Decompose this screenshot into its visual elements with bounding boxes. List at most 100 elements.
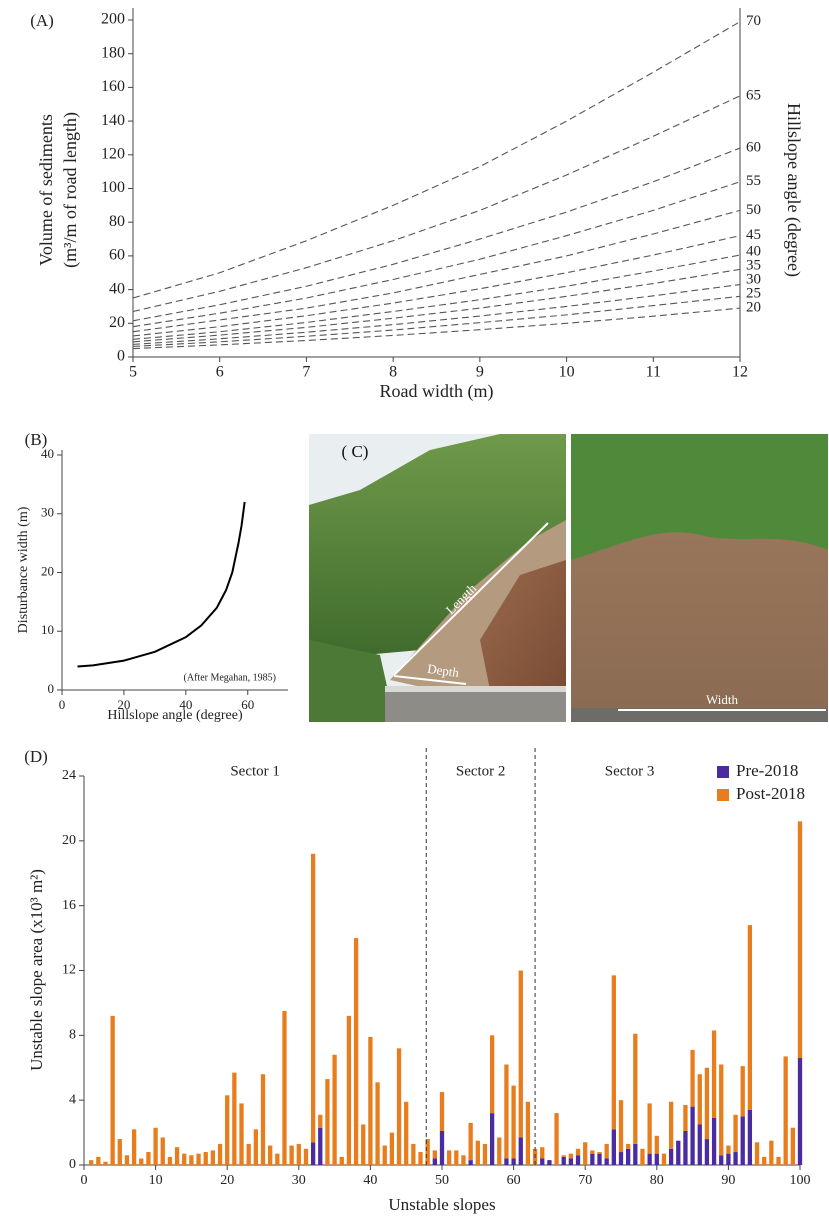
bar-segment xyxy=(647,1103,652,1154)
bar-segment xyxy=(189,1155,194,1165)
y-tick-label: 20 xyxy=(62,833,76,848)
series-label: 60 xyxy=(746,139,761,155)
bar-segment xyxy=(554,1113,559,1165)
y-tick-label: 60 xyxy=(109,247,125,264)
bar-segment xyxy=(547,1160,552,1165)
y-tick-label: 140 xyxy=(101,112,125,129)
bar-segment xyxy=(690,1106,695,1165)
y-axis-label: Disturbance width (m) xyxy=(16,506,31,633)
bar-segment xyxy=(439,1092,445,1131)
bar-segment xyxy=(647,1153,652,1165)
series-label: 40 xyxy=(746,244,761,260)
bar-segment xyxy=(361,1124,366,1165)
bar-segment xyxy=(153,1127,158,1165)
bar-segment xyxy=(339,1156,344,1165)
bar-segment xyxy=(568,1158,574,1165)
legend-swatch xyxy=(717,789,729,801)
bar-segment xyxy=(318,1127,323,1165)
bar-segment xyxy=(203,1152,208,1165)
bar-segment xyxy=(139,1158,144,1165)
legend-swatch xyxy=(717,766,729,778)
x-tick-label: 60 xyxy=(241,697,254,712)
curve xyxy=(132,268,741,343)
bar-segment xyxy=(468,1160,473,1165)
bar-segment xyxy=(110,1015,115,1165)
series-label: 25 xyxy=(746,286,761,302)
bar-segment xyxy=(518,1137,523,1165)
bar-segment xyxy=(289,1145,294,1165)
bar-segment xyxy=(325,1079,330,1165)
bar-segment xyxy=(346,1015,352,1165)
bar-segment xyxy=(425,1139,430,1165)
bar-segment xyxy=(604,1143,609,1159)
panel-label: (D) xyxy=(24,747,48,766)
curve xyxy=(132,21,741,299)
x-axis-label: Road width (m) xyxy=(380,381,494,402)
depth-label: Depth xyxy=(426,661,460,680)
bar-segment xyxy=(590,1150,595,1154)
bar-segment xyxy=(167,1156,173,1165)
y-tick-label: 120 xyxy=(101,145,125,162)
bar-segment xyxy=(310,853,316,1143)
bar-segment xyxy=(568,1153,574,1159)
bar-segment xyxy=(561,1156,566,1165)
y-tick-label: 0 xyxy=(48,681,55,696)
x-tick-label: 0 xyxy=(59,697,66,712)
width-label: Width xyxy=(706,692,738,707)
bar-segment xyxy=(468,1122,473,1161)
y-tick-label: 8 xyxy=(69,1028,76,1043)
bar-segment xyxy=(797,1058,803,1165)
series-label: 65 xyxy=(746,87,761,103)
bar-segment xyxy=(239,1103,244,1165)
bar-segment xyxy=(303,1148,309,1165)
bar-segment xyxy=(375,1082,380,1165)
bar-segment xyxy=(783,1056,788,1165)
bar-segment xyxy=(611,1129,616,1165)
x-tick-label: 90 xyxy=(721,1173,735,1188)
bar-segment xyxy=(482,1143,488,1165)
x-tick-label: 12 xyxy=(732,364,748,381)
bar-segment xyxy=(540,1158,545,1165)
bar-segment xyxy=(318,1114,323,1128)
bar-segment xyxy=(368,1036,373,1165)
panel-label: (A) xyxy=(30,11,54,30)
bar-segment xyxy=(711,1030,717,1118)
y-tick-label: 40 xyxy=(109,280,125,297)
x-tick-label: 0 xyxy=(81,1173,88,1188)
bar-segment xyxy=(260,1074,266,1165)
bar-segment xyxy=(268,1145,273,1165)
panel-label: ( C) xyxy=(342,442,369,461)
curve xyxy=(132,254,741,340)
bar-segment xyxy=(353,938,359,1165)
bar-segment xyxy=(597,1153,602,1165)
bar-segment xyxy=(89,1160,94,1165)
bar-segment xyxy=(131,1129,137,1165)
sector-label: Sector 3 xyxy=(605,763,655,779)
bar-segment xyxy=(489,1035,495,1114)
bar-segment xyxy=(275,1153,280,1165)
bar-segment xyxy=(611,975,616,1130)
bar-segment xyxy=(418,1152,423,1165)
y-axis-label: Unstable slope area (x10³ m²) xyxy=(27,869,46,1071)
series-label: 55 xyxy=(746,173,761,189)
y-tick-label: 0 xyxy=(69,1157,76,1172)
bar-segment xyxy=(461,1155,466,1165)
bar-segment xyxy=(683,1105,688,1131)
curve xyxy=(132,307,741,350)
bar-segment xyxy=(640,1148,645,1165)
bar-segment xyxy=(174,1147,180,1165)
x-tick-label: 7 xyxy=(302,364,310,381)
bar-segment xyxy=(332,1054,337,1165)
x-tick-label: 5 xyxy=(129,364,137,381)
bar-segment xyxy=(590,1153,595,1165)
bar-segment xyxy=(654,1153,659,1165)
y-axis-label: Volume of sediments xyxy=(36,114,56,266)
x-tick-label: 10 xyxy=(559,364,575,381)
photo-rock xyxy=(480,560,566,690)
bar-segment xyxy=(310,1142,316,1165)
series-label: 70 xyxy=(746,13,761,29)
x-tick-label: 8 xyxy=(389,364,397,381)
bar-segment xyxy=(733,1114,738,1153)
curve xyxy=(132,181,741,328)
